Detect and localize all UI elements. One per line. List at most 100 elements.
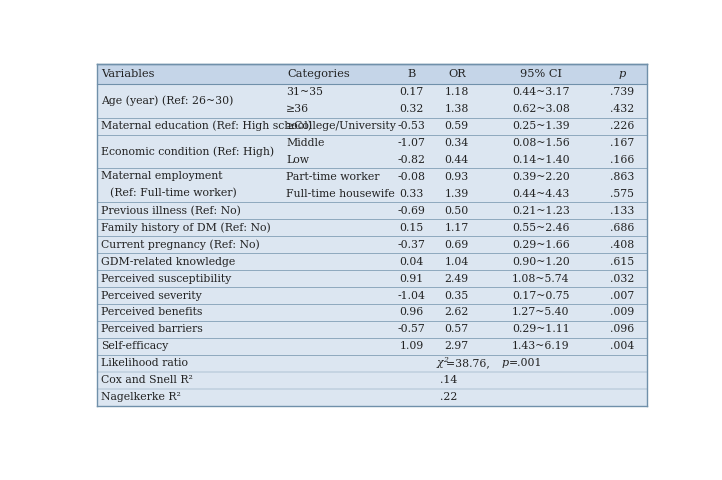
Text: Part-time worker: Part-time worker xyxy=(286,172,380,182)
Text: .226: .226 xyxy=(609,121,634,131)
Text: 0.32: 0.32 xyxy=(399,104,424,114)
Text: 0.29~1.11: 0.29~1.11 xyxy=(512,324,570,335)
Text: 0.29~1.66: 0.29~1.66 xyxy=(512,240,570,250)
Text: 0.44: 0.44 xyxy=(445,155,469,165)
Text: 0.34: 0.34 xyxy=(445,138,469,148)
Text: 2: 2 xyxy=(443,356,448,364)
Text: Perceived barriers: Perceived barriers xyxy=(101,324,203,335)
Text: .432: .432 xyxy=(609,104,634,114)
Text: .739: .739 xyxy=(610,87,634,97)
Text: 31~35: 31~35 xyxy=(286,87,323,97)
Text: .007: .007 xyxy=(609,290,634,300)
Text: 0.44~4.43: 0.44~4.43 xyxy=(512,189,570,199)
Text: -0.57: -0.57 xyxy=(398,324,425,335)
Text: .009: .009 xyxy=(609,308,634,317)
Text: 0.33: 0.33 xyxy=(399,189,424,199)
Text: ≥36: ≥36 xyxy=(286,104,309,114)
Text: -0.37: -0.37 xyxy=(398,240,425,250)
Text: =.001: =.001 xyxy=(509,358,542,368)
Text: Current pregnancy (Ref: No): Current pregnancy (Ref: No) xyxy=(101,240,260,250)
Text: Nagelkerke R²: Nagelkerke R² xyxy=(101,392,181,402)
Text: -1.04: -1.04 xyxy=(398,290,425,300)
Text: 1.17: 1.17 xyxy=(445,223,469,233)
Text: 0.39~2.20: 0.39~2.20 xyxy=(512,172,570,182)
Text: Self-efficacy: Self-efficacy xyxy=(101,341,169,351)
Text: Perceived benefits: Perceived benefits xyxy=(101,308,203,317)
Text: Family history of DM (Ref: No): Family history of DM (Ref: No) xyxy=(101,223,271,233)
Text: .575: .575 xyxy=(610,189,634,199)
Text: 0.44~3.17: 0.44~3.17 xyxy=(512,87,570,97)
Text: .096: .096 xyxy=(609,324,634,335)
Text: -0.08: -0.08 xyxy=(397,172,425,182)
Text: Likelihood ratio: Likelihood ratio xyxy=(101,358,188,368)
Text: 1.39: 1.39 xyxy=(445,189,469,199)
Text: 95% CI: 95% CI xyxy=(520,69,562,79)
Text: 1.38: 1.38 xyxy=(445,104,469,114)
Text: 0.50: 0.50 xyxy=(445,206,469,216)
Text: .167: .167 xyxy=(609,138,634,148)
Text: 0.17~0.75: 0.17~0.75 xyxy=(512,290,570,300)
Text: .615: .615 xyxy=(609,257,634,267)
Text: Perceived severity: Perceived severity xyxy=(101,290,202,300)
Text: 0.17: 0.17 xyxy=(399,87,424,97)
Text: B: B xyxy=(407,69,416,79)
Text: 0.55~2.46: 0.55~2.46 xyxy=(512,223,570,233)
Text: 2.49: 2.49 xyxy=(445,274,469,284)
Text: .408: .408 xyxy=(609,240,634,250)
Text: Categories: Categories xyxy=(288,69,350,79)
Text: .004: .004 xyxy=(609,341,634,351)
Text: 0.57: 0.57 xyxy=(445,324,469,335)
Text: Age (year) (Ref: 26~30): Age (year) (Ref: 26~30) xyxy=(101,96,234,106)
Text: OR: OR xyxy=(448,69,466,79)
Text: -1.07: -1.07 xyxy=(398,138,425,148)
Text: =38.76,: =38.76, xyxy=(445,358,500,368)
Text: 0.62~3.08: 0.62~3.08 xyxy=(512,104,570,114)
Bar xyxy=(97,84,647,406)
Text: p: p xyxy=(618,69,625,79)
Text: χ: χ xyxy=(436,358,443,368)
Text: 0.15: 0.15 xyxy=(399,223,424,233)
Text: (Ref: Full-time worker): (Ref: Full-time worker) xyxy=(110,188,237,198)
Text: .14: .14 xyxy=(440,375,457,385)
Text: Middle: Middle xyxy=(286,138,324,148)
Text: -0.82: -0.82 xyxy=(397,155,425,165)
Text: 0.91: 0.91 xyxy=(399,274,424,284)
Text: 1.09: 1.09 xyxy=(399,341,424,351)
Text: Variables: Variables xyxy=(101,69,155,79)
Text: 1.18: 1.18 xyxy=(445,87,469,97)
Text: 0.08~1.56: 0.08~1.56 xyxy=(512,138,570,148)
Text: Low: Low xyxy=(286,155,309,165)
Text: 0.96: 0.96 xyxy=(399,308,424,317)
Text: .133: .133 xyxy=(609,206,634,216)
Text: 1.43~6.19: 1.43~6.19 xyxy=(512,341,570,351)
Text: 2.62: 2.62 xyxy=(445,308,469,317)
Text: Cox and Snell R²: Cox and Snell R² xyxy=(101,375,193,385)
Text: 0.04: 0.04 xyxy=(399,257,424,267)
Text: Economic condition (Ref: High): Economic condition (Ref: High) xyxy=(101,146,274,157)
Text: Full-time housewife: Full-time housewife xyxy=(286,189,395,199)
Text: 0.93: 0.93 xyxy=(445,172,469,182)
Text: ≥College/University: ≥College/University xyxy=(286,121,397,131)
Text: Perceived susceptibility: Perceived susceptibility xyxy=(101,274,232,284)
Text: 0.35: 0.35 xyxy=(445,290,469,300)
Text: 1.08~5.74: 1.08~5.74 xyxy=(512,274,570,284)
Bar xyxy=(97,64,647,84)
Text: 0.14~1.40: 0.14~1.40 xyxy=(512,155,570,165)
Text: p: p xyxy=(502,358,508,368)
Text: .22: .22 xyxy=(440,392,457,402)
Text: 0.21~1.23: 0.21~1.23 xyxy=(512,206,570,216)
Text: -0.69: -0.69 xyxy=(398,206,425,216)
Text: 0.69: 0.69 xyxy=(445,240,469,250)
Text: 0.59: 0.59 xyxy=(445,121,469,131)
Text: Maternal education (Ref: High school): Maternal education (Ref: High school) xyxy=(101,121,313,132)
Text: .166: .166 xyxy=(609,155,634,165)
Text: 2.97: 2.97 xyxy=(445,341,469,351)
Text: .032: .032 xyxy=(609,274,634,284)
Text: 1.27~5.40: 1.27~5.40 xyxy=(512,308,570,317)
Text: GDM-related knowledge: GDM-related knowledge xyxy=(101,257,235,267)
Text: Maternal employment: Maternal employment xyxy=(101,171,223,181)
Text: Previous illness (Ref: No): Previous illness (Ref: No) xyxy=(101,205,241,216)
Text: -0.53: -0.53 xyxy=(398,121,425,131)
Text: .863: .863 xyxy=(609,172,634,182)
Text: .686: .686 xyxy=(609,223,634,233)
